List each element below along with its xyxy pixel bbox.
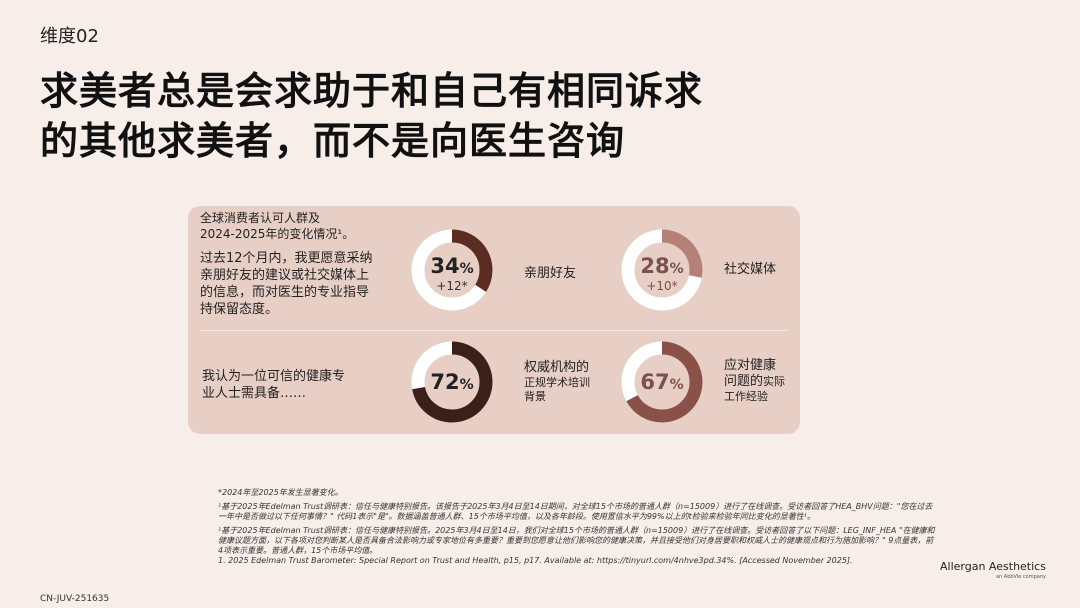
category-label-work-experience: 应对健康 问题的实际 工作经验: [724, 358, 785, 404]
category-label-main-2: 问题的实际: [724, 374, 785, 390]
stats-panel: 全球消费者认可人群及 2024-2025年的变化情况¹。 过去12个月内，我更愿…: [188, 206, 800, 434]
category-label-social-media: 社交媒体: [724, 262, 776, 278]
title-line-1: 求美者总是会求助于和自己有相同诉求: [40, 69, 704, 113]
panel-header-line-2: 2024-2025年的变化情况¹。: [200, 227, 355, 241]
donut-percent-sign: %: [669, 377, 684, 393]
row2-statement: 我认为一位可信的健康专 业人士需具备……: [202, 368, 345, 402]
donut-delta: +10*: [646, 279, 678, 293]
category-label-friends-family: 亲朋好友: [524, 266, 576, 282]
footnote-2: ¹基于2025年Edelman Trust调研表：信任与健康特别报告。2025年…: [218, 526, 935, 555]
footnotes: *2024年至2025年发生显著变化。 ¹基于2025年Edelman Trus…: [218, 488, 938, 570]
document-code: CN-JUV-251635: [40, 594, 110, 604]
category-label-main: 应对健康: [724, 358, 777, 373]
donut-number: 67: [640, 370, 670, 394]
donut-value: 34%: [410, 254, 494, 278]
donut-percent-sign: %: [669, 261, 684, 277]
row1-statement-line: 持保留态度。: [200, 302, 279, 317]
panel-header-line-1: 全球消费者认可人群及: [200, 211, 321, 225]
donut-number: 28: [640, 254, 670, 278]
footnote-star: *2024年至2025年发生显著变化。: [218, 488, 343, 497]
title-line-2: 的其他求美者，而不是向医生咨询: [40, 119, 626, 163]
footnote-reference: 1. 2025 Edelman Trust Barometer: Special…: [218, 556, 853, 565]
donut-ring: [621, 229, 703, 311]
panel-divider: [200, 330, 788, 331]
donut-value: 72%: [410, 370, 494, 394]
donut-social-media: 28% +10*: [620, 228, 704, 312]
category-label-sub: 背景: [524, 390, 546, 403]
donut-arc: [411, 341, 493, 423]
category-label-academic-training: 权威机构的 正规学术培训 背景: [524, 360, 590, 404]
brand-logo: Allergan Aesthetics an AbbVie company: [940, 560, 1046, 580]
page-title: 求美者总是会求助于和自己有相同诉求 的其他求美者，而不是向医生咨询: [40, 66, 703, 166]
donut-friends-family: 34% +12*: [410, 228, 494, 312]
donut-value: 28%: [620, 254, 704, 278]
category-label-sub: 工作经验: [724, 390, 768, 403]
donut-number: 34: [430, 254, 460, 278]
category-label-sub-inline: 实际: [763, 375, 786, 388]
row1-statement-line: 的信息，而对医生的专业指导: [200, 285, 370, 300]
donut-ring: [621, 341, 703, 423]
row1-statement: 过去12个月内，我更愿意采纳 亲朋好友的建议或社交媒体上 的信息，而对医生的专业…: [200, 250, 373, 318]
donut-ring: [411, 341, 493, 423]
row2-statement-line: 业人士需具备……: [202, 386, 307, 401]
donut-arc: [411, 229, 493, 311]
row2-statement-line: 我认为一位可信的健康专: [202, 369, 346, 384]
donut-percent-sign: %: [459, 261, 474, 277]
footnote-1: ¹基于2025年Edelman Trust调研表：信任与健康特别报告。该报告于2…: [218, 502, 933, 521]
brand-subtitle: an AbbVie company: [995, 574, 1046, 580]
category-label-main: 权威机构的: [524, 360, 590, 375]
panel-header: 全球消费者认可人群及 2024-2025年的变化情况¹。: [200, 210, 354, 242]
donut-academic-training: 72%: [410, 340, 494, 424]
donut-value: 67%: [620, 370, 704, 394]
category-label-line: 亲朋好友: [524, 266, 577, 281]
donut-percent-sign: %: [459, 377, 474, 393]
brand-name: Allergan Aesthetics: [940, 560, 1046, 573]
donut-delta: +12*: [436, 279, 468, 293]
donut-arc: [621, 341, 703, 423]
donut-arc: [621, 229, 703, 311]
row1-statement-line: 过去12个月内，我更愿意采纳: [200, 251, 373, 266]
donut-ring: [411, 229, 493, 311]
category-label-main-2-text: 问题的: [724, 374, 764, 389]
category-label-sub: 正规学术培训: [524, 376, 590, 389]
donut-work-experience: 67%: [620, 340, 704, 424]
section-label: 维度02: [40, 26, 99, 47]
donut-number: 72: [430, 370, 460, 394]
row1-statement-line: 亲朋好友的建议或社交媒体上: [200, 268, 370, 283]
category-label-line: 社交媒体: [724, 262, 777, 277]
